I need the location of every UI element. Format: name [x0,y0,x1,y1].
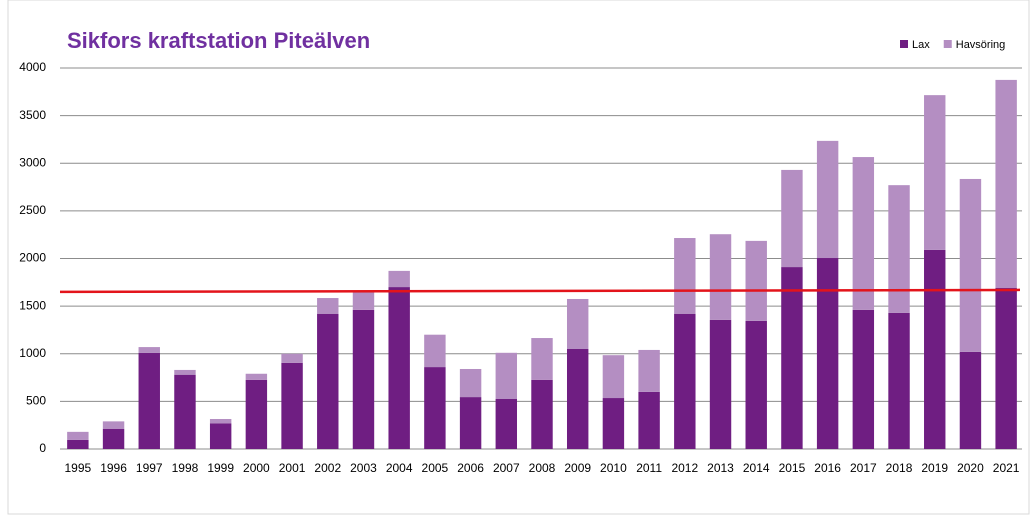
x-tick-label: 2008 [529,461,556,475]
legend-label: Lax [912,39,930,51]
bar-segment [566,348,589,449]
bar-segment [138,347,160,353]
bar-segment [816,140,839,259]
y-tick-label: 3000 [19,155,46,169]
bar-segment [388,287,410,449]
bar-segment [317,298,339,314]
x-tick-label: 2001 [279,461,306,475]
chart-title: Sikfors kraftstation Piteälven [67,28,370,53]
x-tick-label: 2016 [814,461,841,475]
y-tick-label: 1000 [19,346,46,360]
bar-segment [174,374,196,449]
y-tick-label: 1500 [19,298,46,312]
bar-segment [959,178,982,352]
bar-segment [674,238,696,314]
bar-segment [317,313,339,449]
legend-swatch [943,40,952,48]
bar-segment [602,355,625,399]
x-tick-label: 2018 [886,461,913,475]
x-tick-label: 2004 [386,461,413,475]
x-tick-label: 2020 [957,461,984,475]
bar-segment [852,309,875,449]
bar-segment [281,353,303,363]
x-tick-label: 2003 [350,461,377,475]
legend-label: Havsöring [956,39,1006,51]
bar-segment [531,338,553,380]
bar-segment [995,288,1017,449]
bar-segment [459,368,482,398]
chart-frame [7,0,1030,515]
bar-segment [424,367,446,449]
bar-segment [388,270,410,288]
bar-segment [352,309,375,449]
bar-segment [209,418,232,424]
bar-segment [888,185,910,313]
x-tick-label: 2015 [779,461,806,475]
x-tick-label: 1998 [172,461,199,475]
bar-segment [709,234,732,320]
y-tick-label: 500 [26,394,46,408]
bar-segment [459,397,482,449]
reference-line [59,288,1021,294]
x-tick-label: 2009 [564,461,591,475]
x-tick-label: 2005 [422,461,449,475]
x-tick-label: 1999 [207,461,234,475]
bar-segment [424,334,446,368]
bar-segment [674,313,696,449]
x-tick-label: 2002 [314,461,341,475]
bar-segment [781,267,803,449]
bar-segment [995,79,1017,289]
bar-segment [209,423,232,449]
bar-segment [245,379,268,449]
x-tick-label: 2014 [743,461,770,475]
bar-segment [888,312,910,449]
x-tick-label: 2021 [993,461,1020,475]
y-tick-label: 2500 [19,203,46,217]
y-tick-label: 2000 [19,251,46,265]
bar-segment [709,319,732,449]
bar-segment [495,398,518,449]
bar-segment [745,240,767,321]
bar-segment [531,379,553,449]
bar-segment [495,352,518,399]
bar-segment [745,320,767,449]
x-tick-label: 2017 [850,461,877,475]
bar-segment [924,95,946,250]
bar-segment [245,373,268,380]
bar-segment [852,157,875,310]
x-tick-label: 2007 [493,461,520,475]
bar-segment [174,369,196,375]
y-tick-label: 3500 [19,108,46,122]
legend-swatch [900,40,908,48]
bar-segment [959,351,982,449]
bar-segment [781,169,803,268]
bar-segment [281,362,303,449]
x-tick-label: 2011 [636,461,662,475]
bar-segment [67,431,89,440]
bar-segment [67,439,89,449]
x-tick-label: 2013 [707,461,734,475]
x-tick-label: 2000 [243,461,270,475]
bar-segment [138,352,160,449]
bar-segment [102,428,125,449]
bar-segment [102,421,125,429]
x-tick-label: 1996 [100,461,127,475]
y-tick-label: 0 [39,441,46,455]
x-tick-label: 2010 [600,461,627,475]
bar-segment [638,349,660,392]
bar-segment [816,258,839,449]
bar-segment [924,249,946,449]
bar-segment [602,398,625,449]
bar-segment [352,290,375,310]
bar-segment [638,391,660,449]
x-tick-label: 1995 [65,461,92,475]
bar-segment [566,298,589,349]
x-tick-label: 1997 [136,461,163,475]
x-tick-label: 2019 [921,461,948,475]
y-tick-label: 4000 [19,60,46,74]
x-tick-label: 2006 [457,461,484,475]
x-tick-label: 2012 [671,461,698,475]
